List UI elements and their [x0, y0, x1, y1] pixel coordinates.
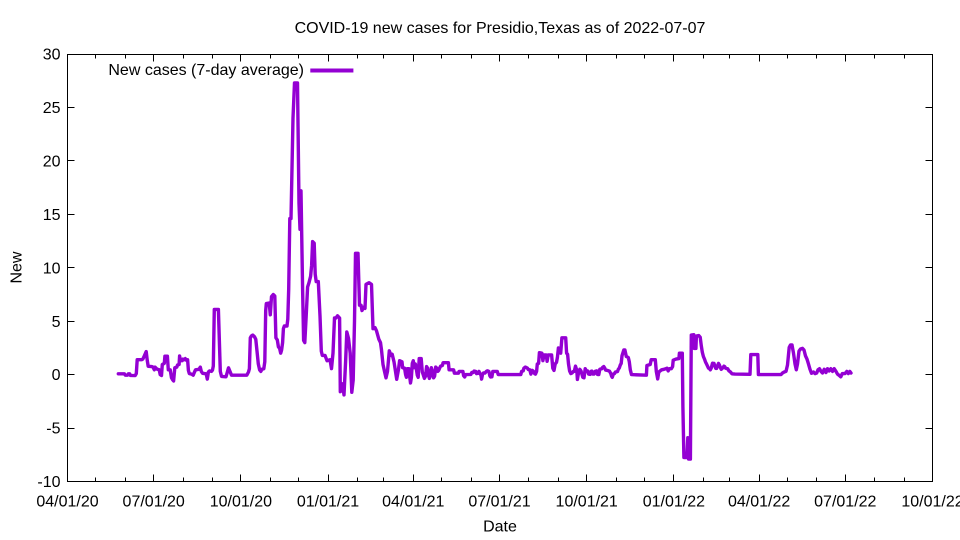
svg-text:30: 30 [43, 47, 61, 64]
svg-text:Date: Date [483, 519, 517, 536]
svg-text:07/01/20: 07/01/20 [123, 494, 185, 511]
svg-text:5: 5 [52, 314, 61, 331]
svg-text:10/01/22: 10/01/22 [901, 494, 960, 511]
svg-text:10/01/20: 10/01/20 [210, 494, 272, 511]
svg-text:COVID-19 new cases for Presidi: COVID-19 new cases for Presidio,Texas as… [295, 20, 706, 37]
svg-text:10/01/21: 10/01/21 [556, 494, 618, 511]
svg-text:04/01/22: 04/01/22 [728, 494, 790, 511]
svg-text:20: 20 [43, 154, 61, 171]
svg-text:07/01/22: 07/01/22 [814, 494, 876, 511]
svg-text:-10: -10 [37, 474, 60, 491]
svg-text:04/01/20: 04/01/20 [36, 494, 98, 511]
svg-text:01/01/21: 01/01/21 [297, 494, 359, 511]
svg-text:01/01/22: 01/01/22 [643, 494, 705, 511]
svg-text:07/01/21: 07/01/21 [468, 494, 530, 511]
svg-text:0: 0 [52, 367, 61, 384]
svg-text:New cases (7-day average): New cases (7-day average) [108, 62, 304, 79]
svg-text:New: New [9, 251, 26, 283]
svg-text:25: 25 [43, 100, 61, 117]
svg-text:04/01/21: 04/01/21 [382, 494, 444, 511]
svg-text:-5: -5 [46, 421, 60, 438]
svg-text:15: 15 [43, 207, 61, 224]
svg-text:10: 10 [43, 260, 61, 277]
